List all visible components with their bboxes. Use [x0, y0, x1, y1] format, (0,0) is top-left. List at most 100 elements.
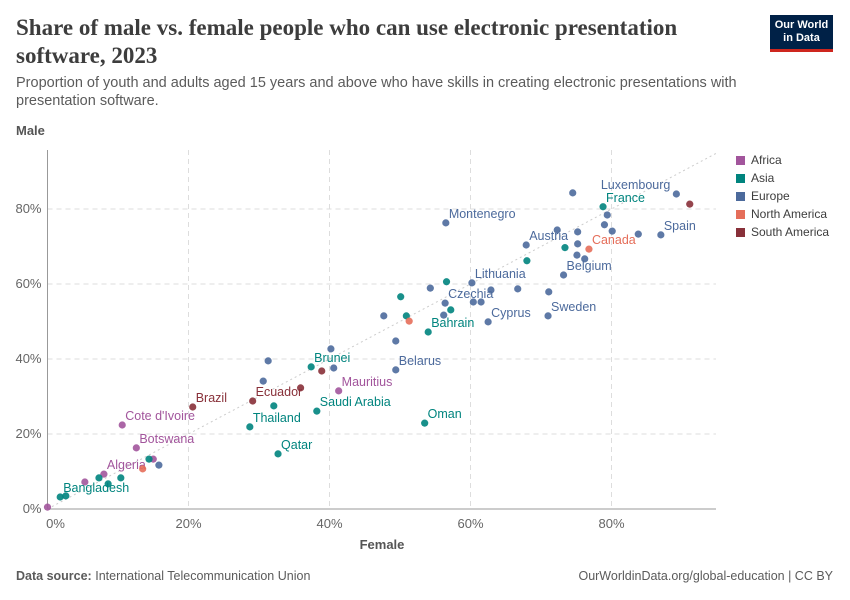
data-point — [397, 293, 405, 301]
data-point — [487, 286, 495, 294]
data-point — [139, 465, 147, 473]
data-point — [468, 279, 476, 287]
y-axis-label: Male — [16, 123, 45, 138]
data-point — [514, 285, 522, 293]
data-point — [523, 257, 531, 265]
data-point — [392, 366, 400, 374]
legend-item[interactable]: South America — [736, 223, 829, 241]
point-label: Brunei — [314, 351, 350, 365]
point-label: Canada — [592, 233, 636, 247]
data-point — [313, 407, 321, 415]
data-point — [522, 241, 530, 249]
legend-swatch — [736, 155, 745, 165]
data-point — [95, 474, 103, 482]
point-label: Ecuador — [256, 385, 303, 399]
point-label: Oman — [428, 407, 462, 421]
data-point — [569, 189, 577, 197]
source-label: Data source: — [16, 569, 92, 583]
data-point — [307, 363, 315, 371]
point-label: Lithuania — [475, 267, 526, 281]
logo-text: Our World in Data — [774, 19, 829, 44]
owid-logo[interactable]: Our World in Data — [770, 15, 833, 52]
data-point — [608, 227, 616, 235]
point-label: Qatar — [281, 438, 312, 452]
data-point — [335, 387, 343, 395]
data-point — [441, 299, 449, 307]
y-tick-label: 60% — [15, 276, 41, 291]
legend: Africa Asia Europe North America South Ameri… — [736, 151, 829, 241]
legend-label: Africa — [751, 153, 782, 167]
chart-subtitle: Proportion of youth and adults aged 15 y… — [16, 75, 737, 109]
data-point — [100, 470, 108, 478]
data-point — [603, 211, 611, 219]
y-tick-label: 40% — [15, 351, 41, 366]
point-label: Montenegro — [449, 207, 516, 221]
data-point — [43, 503, 52, 511]
footer-link[interactable]: OurWorldinData.org/global-education | CC… — [578, 569, 833, 583]
y-tick-label: 80% — [15, 201, 41, 216]
data-point — [392, 337, 400, 345]
data-point — [559, 271, 568, 279]
legend-item[interactable]: Asia — [736, 169, 829, 187]
y-tick-label: 0% — [23, 501, 42, 516]
data-point — [447, 306, 455, 314]
data-point — [421, 419, 429, 427]
data-point — [117, 474, 125, 482]
point-label: Belgium — [567, 259, 612, 273]
legend-item[interactable]: Africa — [736, 151, 829, 169]
data-point — [56, 493, 64, 501]
point-label: Brazil — [196, 391, 227, 405]
data-point — [686, 200, 694, 208]
data-point — [81, 478, 89, 486]
point-label: Bahrain — [431, 316, 474, 330]
point-label: Saudi Arabia — [320, 395, 391, 409]
data-point — [318, 367, 326, 375]
data-point — [574, 228, 582, 236]
point-label: Algeria — [107, 458, 146, 472]
data-point — [259, 377, 267, 385]
source-text: International Telecommunication Union — [95, 569, 311, 583]
data-point — [442, 278, 451, 286]
data-point — [104, 480, 112, 488]
data-point — [155, 461, 163, 469]
data-point — [118, 421, 126, 429]
point-label: Cyprus — [491, 306, 531, 320]
data-point — [330, 364, 338, 372]
legend-label: South America — [751, 225, 830, 239]
data-point — [424, 328, 432, 336]
data-point — [62, 492, 70, 500]
data-point — [380, 312, 388, 320]
data-point — [327, 345, 335, 353]
point-label: Thailand — [253, 411, 301, 425]
data-point — [484, 318, 492, 326]
data-point — [270, 402, 278, 410]
point-label: Mauritius — [342, 375, 393, 389]
data-point — [634, 230, 642, 238]
data-point — [544, 312, 552, 320]
data-point — [440, 311, 448, 319]
data-point — [249, 397, 257, 405]
data-point — [189, 403, 197, 411]
data-point — [672, 190, 680, 198]
reference-line — [47, 152, 718, 510]
legend-item[interactable]: North America — [736, 205, 829, 223]
legend-swatch — [736, 173, 745, 183]
point-label: Spain — [664, 219, 696, 233]
legend-item[interactable]: Europe — [736, 187, 829, 205]
x-tick-label: 60% — [457, 516, 483, 531]
x-axis-label: Female — [360, 537, 405, 552]
legend-label: Europe — [751, 189, 790, 203]
data-point — [553, 226, 561, 234]
point-label: Bangladesh — [63, 481, 129, 495]
data-point — [657, 231, 665, 239]
data-point — [442, 219, 450, 227]
data-point — [132, 444, 140, 452]
y-tick-label: 20% — [15, 426, 41, 441]
data-point — [469, 298, 477, 306]
data-point — [599, 203, 607, 211]
point-label: Czechia — [448, 287, 493, 301]
legend-swatch — [736, 209, 745, 219]
x-tick-label: 20% — [175, 516, 201, 531]
data-point — [477, 298, 485, 306]
data-point — [545, 288, 553, 296]
